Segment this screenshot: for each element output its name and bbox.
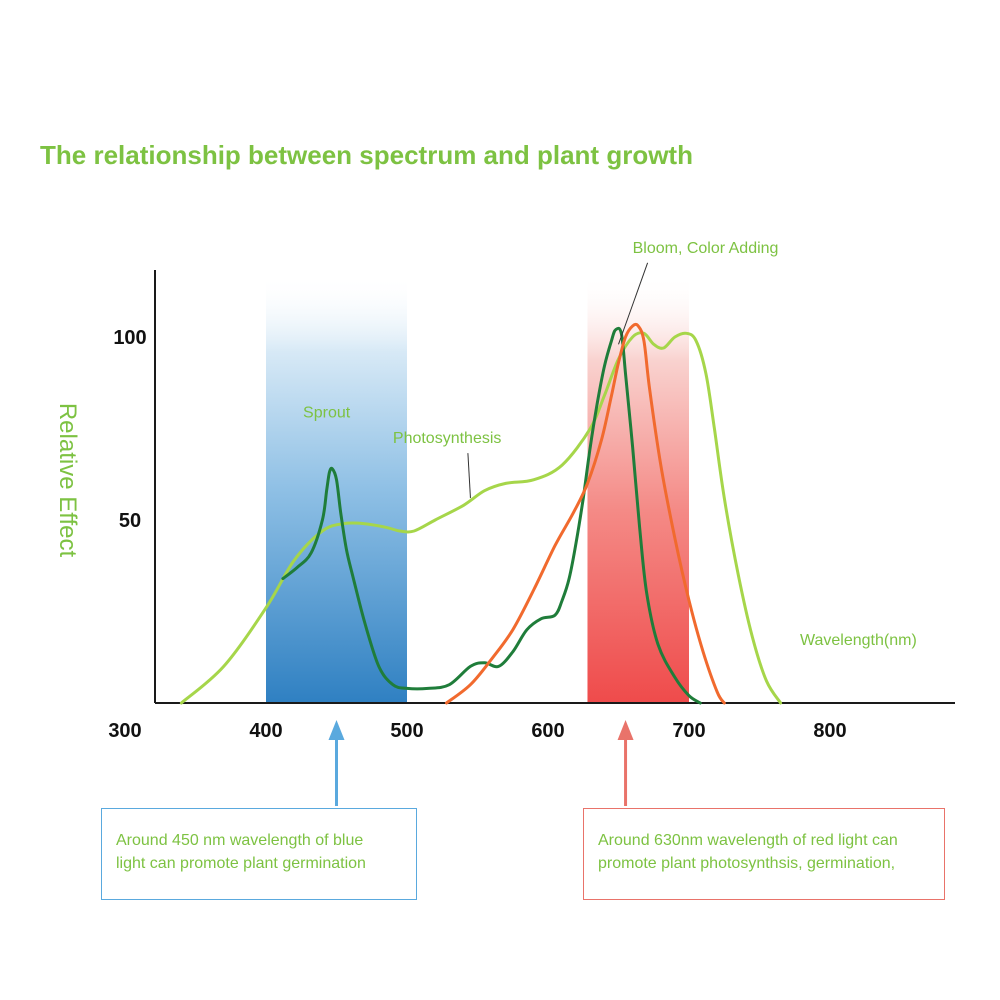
y-axis-label: Relative Effect — [54, 403, 81, 558]
y-tick-label: 100 — [113, 327, 146, 349]
sprout-curve — [281, 326, 702, 705]
red-light-note: Around 630nm wavelength of red light can… — [583, 808, 945, 900]
red-light-band — [587, 275, 689, 703]
red-arrow-head — [617, 720, 634, 740]
y-tick-label: 50 — [119, 510, 141, 532]
x-tick-label: 400 — [249, 720, 282, 742]
bloom-color-adding-leader-line — [618, 262, 649, 345]
red-note-line-1: Around 630nm wavelength of red light can — [598, 832, 898, 849]
x-tick-label: 700 — [672, 720, 705, 742]
photosynthesis-label: Photosynthesis — [393, 430, 502, 447]
x-axis-label: Wavelength(nm) — [800, 632, 917, 649]
blue-light-note: Around 450 nm wavelength of blue light c… — [101, 808, 417, 900]
photosynthesis-leader-line — [467, 453, 471, 499]
bloom-color-adding-label: Bloom, Color Adding — [633, 240, 779, 257]
x-tick-label: 800 — [813, 720, 846, 742]
sprout-label: Sprout — [303, 405, 351, 422]
x-tick-label: 300 — [108, 720, 141, 742]
x-tick-label: 500 — [390, 720, 423, 742]
x-tick-label: 600 — [531, 720, 564, 742]
blue-note-line-1: Around 450 nm wavelength of blue — [116, 832, 364, 849]
photosynthesis-curve — [179, 331, 783, 705]
page-title: The relationship between spectrum and pl… — [40, 140, 693, 170]
blue-arrow-head — [328, 720, 345, 740]
bloom-color-adding-curve — [445, 322, 726, 705]
red-note-line-2: promote plant photosynthsis, germination… — [598, 855, 896, 872]
blue-note-line-2: light can promote plant germination — [116, 855, 366, 872]
